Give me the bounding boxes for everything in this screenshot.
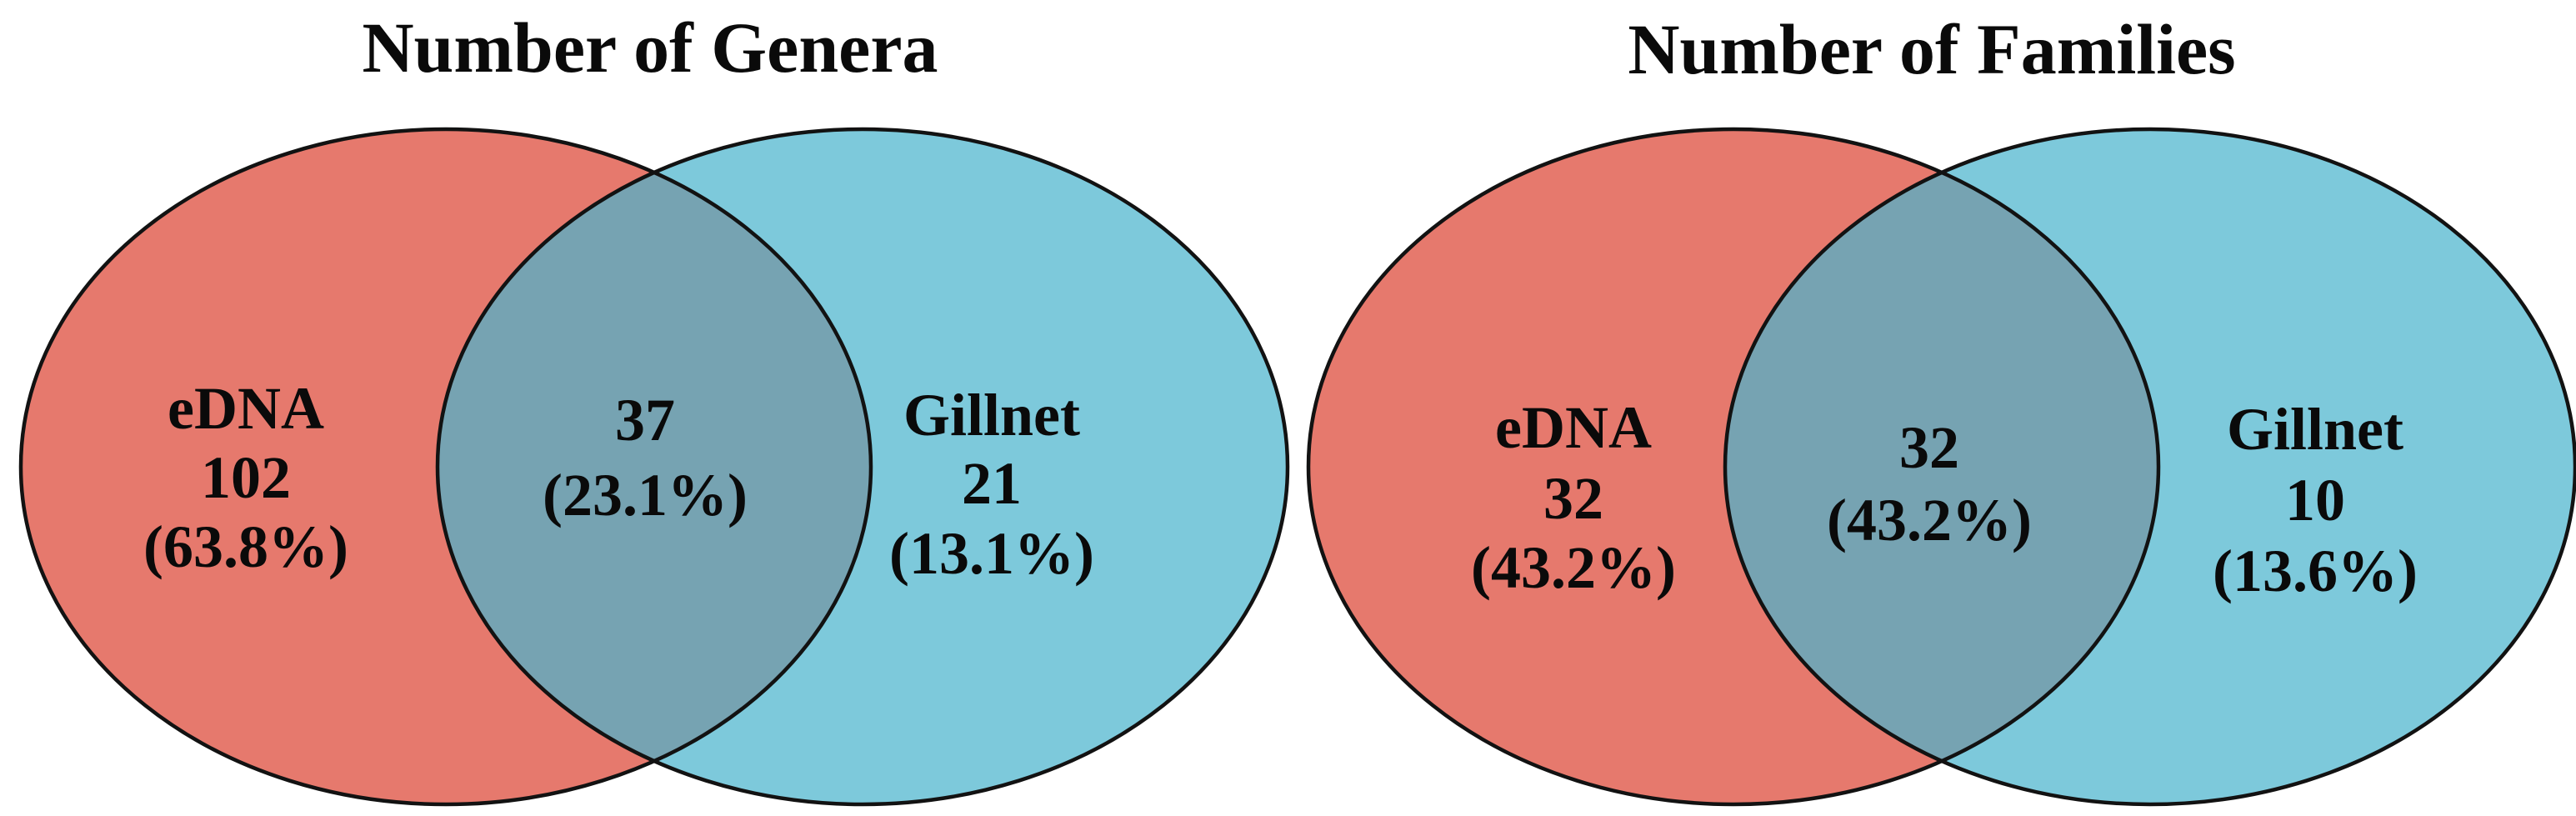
gillnet-set-percent: (13.1%) xyxy=(889,520,1094,587)
edna-set-outline xyxy=(1306,127,2161,807)
overlap-region xyxy=(1725,129,2158,804)
gillnet-set-outline xyxy=(435,127,1290,807)
venn-panel-families: Number of Families eDNA 32 (43.2%) 32 (4… xyxy=(1306,9,2576,807)
edna-set-label: eDNA xyxy=(1495,394,1652,461)
overlap-region xyxy=(438,129,871,804)
panel-title-families: Number of Families xyxy=(1628,9,2235,89)
gillnet-set-percent: (13.6%) xyxy=(2213,538,2418,604)
edna-set-count: 102 xyxy=(201,444,291,511)
families-labels: eDNA 32 (43.2%) 32 (43.2%) Gillnet 10 (1… xyxy=(1471,394,2418,604)
edna-set-label: eDNA xyxy=(168,375,324,442)
gillnet-set-outline xyxy=(1723,127,2576,807)
genera-labels: eDNA 102 (63.8%) 37 (23.1%) Gillnet 21 (… xyxy=(143,375,1094,587)
edna-set-outline xyxy=(18,127,873,807)
panel-title-genera: Number of Genera xyxy=(362,8,938,88)
edna-set-percent: (43.2%) xyxy=(1471,534,1676,601)
overlap-count: 32 xyxy=(1899,414,1959,481)
gillnet-set-count: 21 xyxy=(962,450,1022,517)
edna-set-percent: (63.8%) xyxy=(143,513,348,580)
gillnet-set-label: Gillnet xyxy=(903,382,1080,448)
gillnet-set-label: Gillnet xyxy=(2227,396,2403,463)
overlap-percent: (43.2%) xyxy=(1827,487,2032,553)
venn-panel-genera: Number of Genera eDNA 102 (63.8%) 37 (23… xyxy=(18,8,1290,807)
overlap-count: 37 xyxy=(615,387,675,453)
edna-set-count: 32 xyxy=(1543,465,1603,532)
overlap-percent: (23.1%) xyxy=(543,462,748,528)
gillnet-set-count: 10 xyxy=(2285,467,2345,533)
